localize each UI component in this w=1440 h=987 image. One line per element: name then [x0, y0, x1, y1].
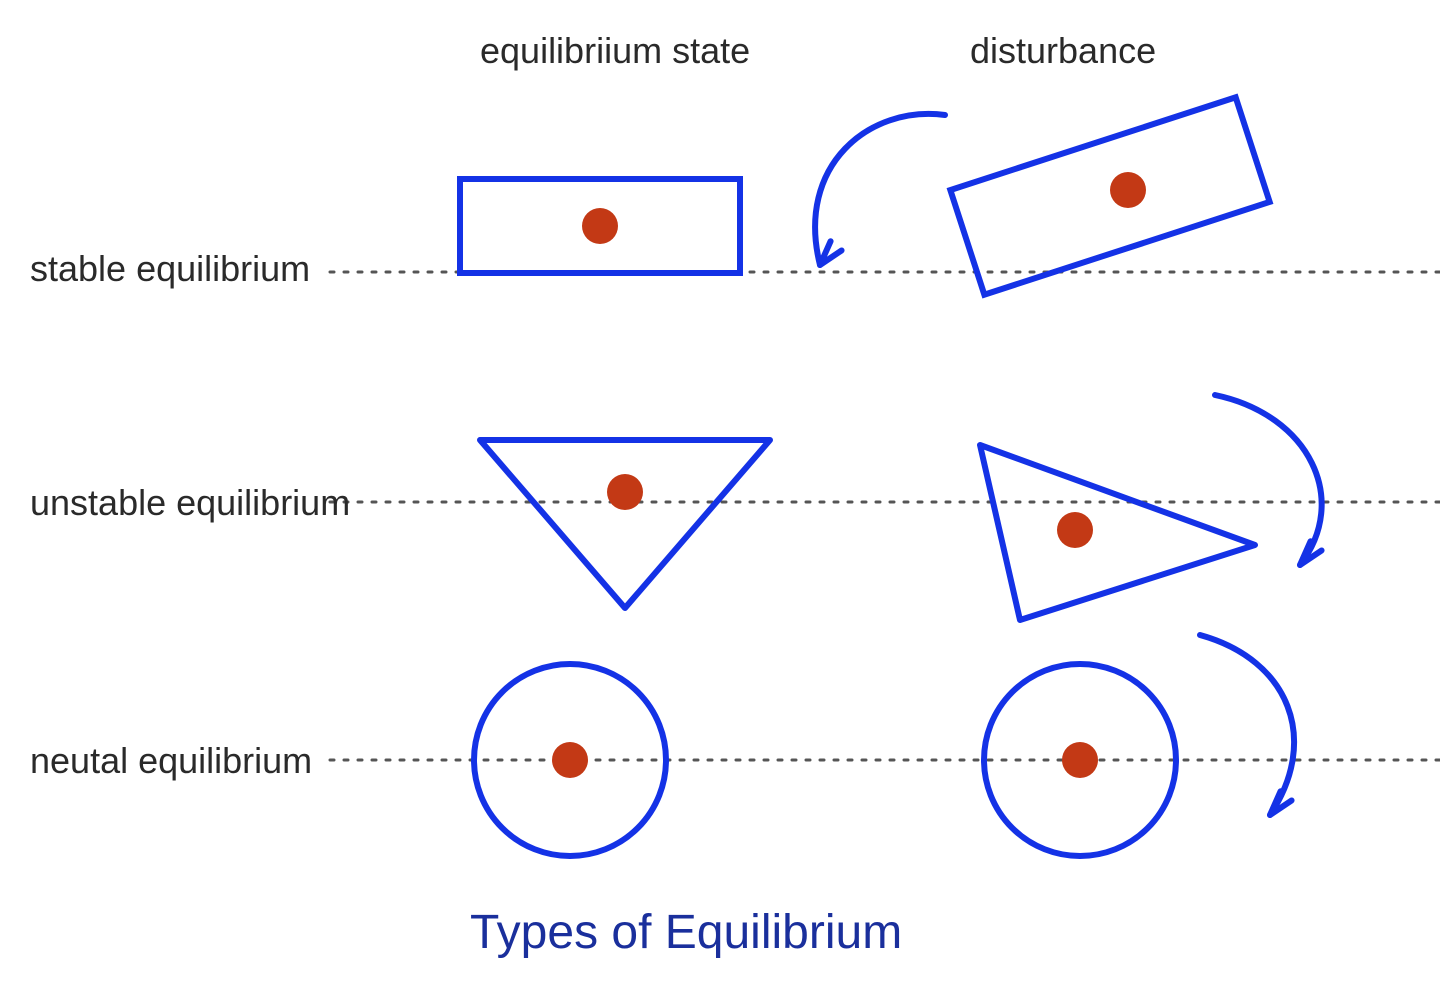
row-label-stable: stable equilibrium — [30, 248, 310, 290]
diagram-title: Types of Equilibrium — [470, 905, 902, 960]
header-disturbance: disturbance — [970, 30, 1156, 72]
row-label-unstable: unstable equilibrium — [30, 482, 350, 524]
shape-triangle-equilibrium — [480, 440, 770, 608]
cg-dot-tri-dist — [1057, 512, 1093, 548]
cg-dot-circle-eq — [552, 742, 588, 778]
arrow-neutral-curve — [1200, 635, 1294, 815]
arrow-neutral-head — [1270, 791, 1292, 815]
shape-triangle-disturbed — [980, 445, 1255, 620]
arrow-stable-head — [820, 241, 842, 265]
shape-rect-disturbed — [950, 97, 1269, 294]
cg-dot-circle-dist — [1062, 742, 1098, 778]
cg-dot-rect-dist — [1110, 172, 1146, 208]
arrow-stable-curve — [815, 114, 945, 265]
cg-dot-tri-eq — [607, 474, 643, 510]
diagram-stage: equilibriium state disturbance stable eq… — [0, 0, 1440, 987]
arrow-unstable-curve — [1215, 395, 1322, 565]
row-label-neutral: neutal equilibrium — [30, 740, 312, 782]
cg-dot-rect-eq — [582, 208, 618, 244]
header-equilibrium-state: equilibriium state — [480, 30, 750, 72]
